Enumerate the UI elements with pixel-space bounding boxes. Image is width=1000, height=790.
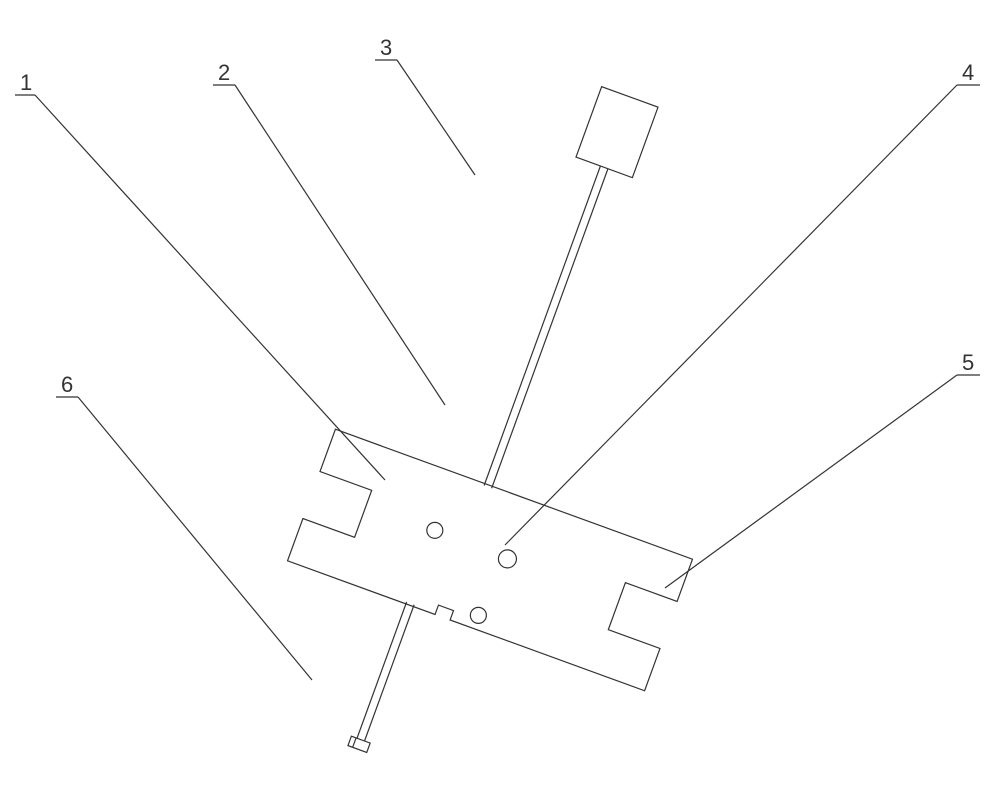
attachment-line-a <box>357 602 407 738</box>
block-rect <box>576 87 658 178</box>
leader-line-5 <box>665 375 957 588</box>
label-4: 4 <box>962 60 974 85</box>
label-3: 3 <box>380 35 392 60</box>
hole-2 <box>498 550 516 568</box>
leader-line-1 <box>35 95 385 480</box>
hole-3 <box>470 607 486 623</box>
attachment-tip-detail <box>353 738 356 747</box>
hole-1 <box>427 522 443 538</box>
leader-line-6 <box>78 397 312 680</box>
leader-line-4 <box>505 85 957 545</box>
attachment-line-b <box>365 605 415 741</box>
leader-line-3 <box>397 60 475 175</box>
label-5: 5 <box>962 350 974 375</box>
label-1: 1 <box>20 70 32 95</box>
attachment-tip <box>348 736 370 752</box>
stem-line-left <box>484 166 600 485</box>
label-6: 6 <box>61 372 73 397</box>
label-2: 2 <box>218 60 230 85</box>
leader-line-2 <box>235 85 445 405</box>
stem-line-right <box>492 169 608 488</box>
